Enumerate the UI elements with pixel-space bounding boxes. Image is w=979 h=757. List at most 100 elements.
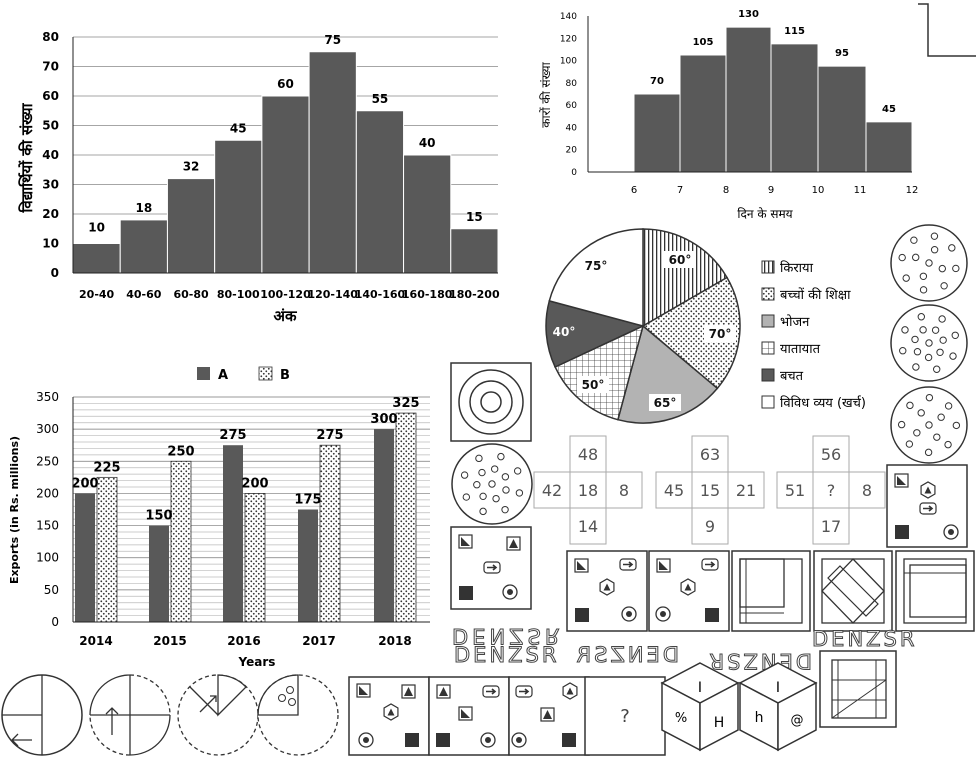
y-tick-label: 250 <box>36 454 59 468</box>
puzzle-cell <box>776 471 814 509</box>
dot <box>899 347 907 355</box>
x-tick-label: 9 <box>768 185 774 196</box>
dot <box>933 365 941 373</box>
pie-label-bg <box>664 251 696 268</box>
mirror-option-1: DENZSR <box>454 643 559 667</box>
bar-value-label: 200 <box>241 476 268 491</box>
cube2-top-face: I <box>776 680 780 696</box>
pie-slice <box>554 324 645 421</box>
mirror-option-3: DENZSR <box>707 649 812 673</box>
puzzle-number: 9 <box>705 517 715 536</box>
cube1-right-face: H <box>714 715 725 731</box>
puzzle-cell <box>533 471 571 509</box>
square-icon <box>575 608 589 622</box>
puzzle-number: 15 <box>700 481 720 500</box>
triangle-icon <box>577 561 586 570</box>
y-tick-label: 200 <box>36 486 59 500</box>
y-tick-label: 0 <box>571 168 577 178</box>
x-tick-label: 2018 <box>378 634 411 648</box>
dot <box>919 326 927 334</box>
dot <box>906 401 914 410</box>
dot <box>479 507 487 516</box>
mirror-question: DENZSR <box>452 624 563 648</box>
x-tick-label: 160-180 <box>402 288 453 301</box>
x-tick-label: 8 <box>723 185 729 196</box>
dot <box>515 489 524 497</box>
y-tick-label: 80 <box>566 79 578 89</box>
dot <box>913 429 921 437</box>
triangle-icon <box>509 539 518 548</box>
y-tick-label: 0 <box>51 266 59 280</box>
legend-label: बचत <box>780 369 804 384</box>
bar-value-label: 32 <box>183 160 200 174</box>
puzzle-number: 14 <box>578 517 598 536</box>
y-tick-label: 50 <box>44 583 59 597</box>
circle-dot-icon <box>516 737 522 743</box>
dot <box>913 347 922 356</box>
legend-swatch-b <box>258 366 273 381</box>
x-tick-label: 2015 <box>153 634 186 648</box>
legend-label: विविध व्यय (खर्च) <box>780 395 866 411</box>
x-tick-label: 2016 <box>227 634 260 648</box>
pie-label-bg <box>649 394 681 411</box>
legend-swatch <box>761 368 775 382</box>
bar <box>72 243 121 274</box>
puzzle-number: 8 <box>619 481 629 500</box>
x-tick-label: 20-40 <box>79 288 115 301</box>
x-tick-label: 7 <box>677 185 683 196</box>
dot <box>944 440 952 449</box>
x-tick-label: 100-120 <box>260 288 311 301</box>
bar <box>817 65 867 173</box>
y-tick-label: 40 <box>566 123 578 133</box>
x-tick-label: 2014 <box>79 634 112 648</box>
dot <box>479 492 487 501</box>
bar <box>725 26 772 173</box>
dot <box>911 335 919 344</box>
legend-label-a: A <box>218 368 228 383</box>
bar-value-label: 40 <box>419 136 436 150</box>
square-icon <box>459 586 473 600</box>
dot <box>917 409 925 417</box>
x-tick-label: 10 <box>812 185 825 196</box>
corner-bracket <box>918 3 976 57</box>
bar-value-label: 150 <box>145 509 172 524</box>
bar-series-a <box>374 429 394 622</box>
triangle-icon <box>924 486 932 494</box>
cars-histogram-chart: 70 105 130 115 95 45 0 20 40 60 80 100 120 140 6 7 8 9 1… <box>539 9 918 221</box>
dot <box>905 440 914 448</box>
puzzle-number: 56 <box>821 445 841 464</box>
puzzle-number: 42 <box>542 481 562 500</box>
bar <box>403 154 452 274</box>
dot <box>925 393 934 402</box>
y-tick-label: 10 <box>42 237 59 251</box>
symbol-figures: ? <box>348 464 968 756</box>
bar-value-label: 10 <box>88 221 105 235</box>
bar <box>261 95 310 274</box>
bar-value-label: 55 <box>372 92 389 106</box>
arrow-icon <box>923 505 934 512</box>
puzzle-number: ? <box>827 481 836 500</box>
puzzle-number: 18 <box>578 481 598 500</box>
triangle-icon <box>603 583 611 591</box>
legend-label: यातायात <box>780 342 821 357</box>
bar <box>679 54 727 173</box>
square-icon <box>705 608 719 622</box>
y-tick-label: 50 <box>42 119 59 133</box>
circle-dot-icon <box>507 589 513 595</box>
bar-value-label: 115 <box>784 26 805 37</box>
bar-value-label: 275 <box>219 428 246 443</box>
bar-series-b <box>170 460 192 623</box>
y-tick-label: 20 <box>42 207 59 221</box>
bar-value-label: 15 <box>466 210 483 224</box>
concentric-circles-figure <box>450 362 532 442</box>
bar-value-label: 18 <box>135 201 152 215</box>
bar-series-a <box>223 445 243 622</box>
pie-label-bg <box>580 257 612 274</box>
dot <box>936 348 944 357</box>
dot <box>931 326 940 334</box>
puzzle-number: 21 <box>736 481 756 500</box>
cube2-right-face: @ <box>791 713 804 728</box>
pie-slice <box>641 276 741 390</box>
bar-series-b <box>395 412 417 623</box>
